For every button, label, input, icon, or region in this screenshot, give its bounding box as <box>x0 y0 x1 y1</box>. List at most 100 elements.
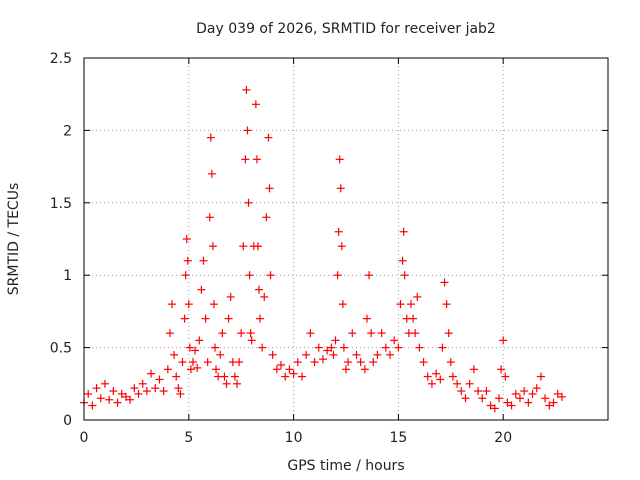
data-point <box>423 372 432 381</box>
data-point <box>337 242 346 251</box>
data-point <box>442 300 451 309</box>
data-point <box>172 372 181 381</box>
data-point <box>497 365 506 374</box>
data-point <box>216 350 225 359</box>
data-point <box>181 271 190 280</box>
data-point <box>163 365 172 374</box>
data-point <box>524 398 533 407</box>
data-point <box>400 271 409 280</box>
data-point <box>281 372 290 381</box>
data-point <box>338 300 347 309</box>
data-point <box>199 256 208 265</box>
data-point <box>352 350 361 359</box>
data-point <box>411 329 420 338</box>
data-point <box>245 271 254 280</box>
data-point <box>251 100 260 109</box>
data-point <box>334 227 343 236</box>
data-point <box>289 369 298 378</box>
data-point <box>246 329 255 338</box>
data-point <box>327 343 336 352</box>
x-tick-label: 0 <box>80 430 89 446</box>
data-point <box>469 365 478 374</box>
x-tick-label: 20 <box>494 430 512 446</box>
data-point <box>427 379 436 388</box>
data-point <box>212 365 221 374</box>
data-point <box>243 126 252 135</box>
data-point <box>438 343 447 352</box>
y-tick-label: 2 <box>63 123 72 139</box>
data-point <box>184 300 193 309</box>
data-point <box>331 336 340 345</box>
data-point <box>224 314 233 323</box>
data-point <box>541 394 550 403</box>
data-point <box>499 336 508 345</box>
data-point <box>545 401 554 410</box>
data-point <box>335 155 344 164</box>
data-point <box>415 343 424 352</box>
data-point <box>134 389 143 398</box>
data-point <box>159 387 168 396</box>
data-point <box>396 300 405 309</box>
data-point <box>185 343 194 352</box>
x-tick-label: 5 <box>184 430 193 446</box>
y-tick-label: 0 <box>63 413 72 429</box>
data-point <box>170 350 179 359</box>
y-tick-label: 2.5 <box>50 51 72 67</box>
data-point <box>381 343 390 352</box>
data-point <box>147 369 156 378</box>
data-point <box>209 300 218 309</box>
data-point <box>253 242 262 251</box>
data-point <box>244 198 253 207</box>
data-points <box>80 85 566 413</box>
data-point <box>399 227 408 236</box>
data-point <box>203 358 212 367</box>
data-point <box>461 394 470 403</box>
data-point <box>528 389 537 398</box>
data-point <box>195 336 204 345</box>
data-point <box>201 314 210 323</box>
data-point <box>260 292 269 301</box>
data-point <box>362 314 371 323</box>
data-point <box>255 285 264 294</box>
data-point <box>264 133 273 142</box>
data-point <box>453 379 462 388</box>
data-point <box>130 384 139 393</box>
x-tick-label: 15 <box>389 430 407 446</box>
data-point <box>342 365 350 374</box>
data-point <box>409 314 418 323</box>
data-point <box>226 292 235 301</box>
data-point <box>155 375 164 384</box>
data-point <box>448 372 457 381</box>
data-point <box>88 401 97 410</box>
data-point <box>191 346 200 355</box>
data-point <box>413 292 422 301</box>
data-point <box>242 85 251 94</box>
data-point <box>197 285 206 294</box>
data-point <box>239 242 248 251</box>
data-point <box>532 384 541 393</box>
data-point <box>121 392 130 401</box>
data-point <box>256 314 265 323</box>
data-point <box>178 358 187 367</box>
data-point <box>247 336 256 345</box>
data-point <box>478 394 487 403</box>
x-tick-label: 10 <box>285 430 303 446</box>
data-point <box>235 358 244 367</box>
data-point <box>446 358 455 367</box>
data-point <box>507 401 516 410</box>
data-point <box>511 389 520 398</box>
data-point <box>205 213 214 222</box>
data-point <box>237 329 246 338</box>
data-point <box>373 350 382 359</box>
data-point <box>96 394 105 403</box>
data-point <box>165 329 174 338</box>
data-point <box>333 271 342 280</box>
data-point <box>188 358 197 367</box>
data-point <box>549 398 558 407</box>
data-point <box>360 365 369 374</box>
data-point <box>323 346 332 355</box>
data-point <box>193 363 202 372</box>
data-point <box>266 271 275 280</box>
data-point <box>252 155 261 164</box>
